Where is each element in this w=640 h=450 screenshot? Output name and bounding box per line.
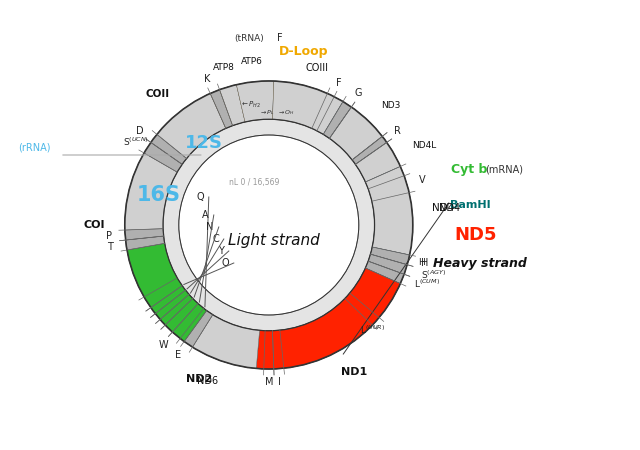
Text: Cyt b: Cyt b — [451, 163, 487, 176]
Text: A: A — [202, 210, 209, 220]
Text: C: C — [212, 234, 219, 244]
Text: Heavy strand: Heavy strand — [433, 256, 527, 270]
Text: ND6: ND6 — [197, 376, 218, 386]
Text: V: V — [419, 176, 426, 185]
Wedge shape — [273, 81, 343, 135]
Text: ND3: ND3 — [381, 100, 400, 109]
Wedge shape — [157, 94, 226, 158]
Text: 12S: 12S — [185, 134, 223, 152]
Text: COIII: COIII — [305, 63, 328, 73]
Wedge shape — [205, 81, 269, 130]
Text: M: M — [264, 377, 273, 387]
Wedge shape — [312, 94, 334, 131]
Text: P: P — [106, 231, 112, 241]
Text: (mRNA): (mRNA) — [485, 165, 523, 175]
Text: ND1: ND1 — [340, 367, 367, 378]
Text: COI: COI — [83, 220, 105, 230]
Text: F: F — [337, 78, 342, 88]
Wedge shape — [125, 153, 177, 297]
Wedge shape — [269, 81, 328, 128]
Wedge shape — [160, 294, 193, 325]
Wedge shape — [236, 81, 274, 122]
Text: COII: COII — [146, 89, 170, 99]
Wedge shape — [368, 254, 407, 274]
Wedge shape — [371, 247, 410, 265]
Wedge shape — [280, 298, 372, 368]
Wedge shape — [368, 176, 409, 201]
Text: nL 0 / 16,569: nL 0 / 16,569 — [228, 179, 279, 188]
Text: BamHI: BamHI — [450, 200, 490, 210]
Wedge shape — [323, 102, 351, 138]
Wedge shape — [193, 315, 260, 369]
Text: ND4: ND4 — [432, 203, 454, 213]
Text: ND5: ND5 — [455, 226, 497, 244]
Text: L$^{(UUR)}$: L$^{(UUR)}$ — [360, 324, 385, 336]
Wedge shape — [355, 142, 401, 182]
Text: N: N — [207, 222, 214, 232]
Text: E: E — [175, 350, 181, 360]
Text: T: T — [108, 242, 113, 252]
Text: $\rightarrow P_L$  $\rightarrow O_H$: $\rightarrow P_L$ $\rightarrow O_H$ — [259, 108, 294, 117]
Wedge shape — [210, 90, 232, 128]
Wedge shape — [125, 236, 164, 250]
Text: G: G — [355, 88, 362, 99]
Wedge shape — [273, 330, 284, 369]
Wedge shape — [144, 142, 182, 172]
Text: $\leftarrow P_{H2}$: $\leftarrow P_{H2}$ — [240, 100, 261, 110]
Wedge shape — [163, 119, 374, 331]
Text: H: H — [418, 258, 424, 267]
Wedge shape — [317, 97, 404, 189]
Wedge shape — [345, 293, 379, 325]
Text: 16S: 16S — [137, 185, 181, 205]
Text: Light strand: Light strand — [228, 233, 319, 248]
Wedge shape — [264, 331, 274, 369]
Wedge shape — [220, 85, 245, 126]
Text: I: I — [278, 377, 281, 387]
Text: K: K — [204, 74, 210, 85]
Text: S$^{(UCN)}$: S$^{(UCN)}$ — [123, 135, 148, 148]
Wedge shape — [350, 193, 413, 318]
Text: ND4: ND4 — [439, 202, 460, 213]
Wedge shape — [180, 308, 265, 369]
Text: Q: Q — [196, 192, 204, 202]
Wedge shape — [365, 166, 413, 255]
Wedge shape — [352, 136, 387, 164]
Text: Y: Y — [218, 246, 224, 256]
Text: S$^{(AGY)}$: S$^{(AGY)}$ — [421, 268, 446, 281]
Text: (tRNA): (tRNA) — [234, 34, 264, 43]
Wedge shape — [151, 135, 187, 164]
Text: D: D — [136, 126, 143, 135]
Wedge shape — [256, 268, 401, 369]
Wedge shape — [144, 278, 182, 308]
Wedge shape — [127, 243, 207, 342]
Text: W: W — [158, 340, 168, 350]
Wedge shape — [184, 310, 212, 347]
Text: R: R — [394, 126, 401, 135]
Text: (rRNA): (rRNA) — [18, 142, 51, 152]
Text: F: F — [277, 33, 282, 43]
Wedge shape — [365, 261, 404, 284]
Wedge shape — [151, 286, 186, 314]
Text: ND2: ND2 — [186, 374, 212, 384]
Wedge shape — [156, 290, 189, 320]
Text: O: O — [221, 258, 229, 268]
Text: ND4L: ND4L — [412, 141, 436, 150]
Wedge shape — [125, 229, 164, 240]
Text: D-Loop: D-Loop — [279, 45, 328, 58]
Text: H: H — [421, 258, 429, 268]
Text: ATP8: ATP8 — [212, 63, 234, 72]
Wedge shape — [125, 81, 413, 369]
Text: L$^{(CUM)}$: L$^{(CUM)}$ — [414, 278, 440, 290]
Wedge shape — [172, 304, 204, 338]
Wedge shape — [165, 298, 198, 332]
Text: ATP6: ATP6 — [241, 58, 262, 67]
Wedge shape — [330, 107, 382, 160]
